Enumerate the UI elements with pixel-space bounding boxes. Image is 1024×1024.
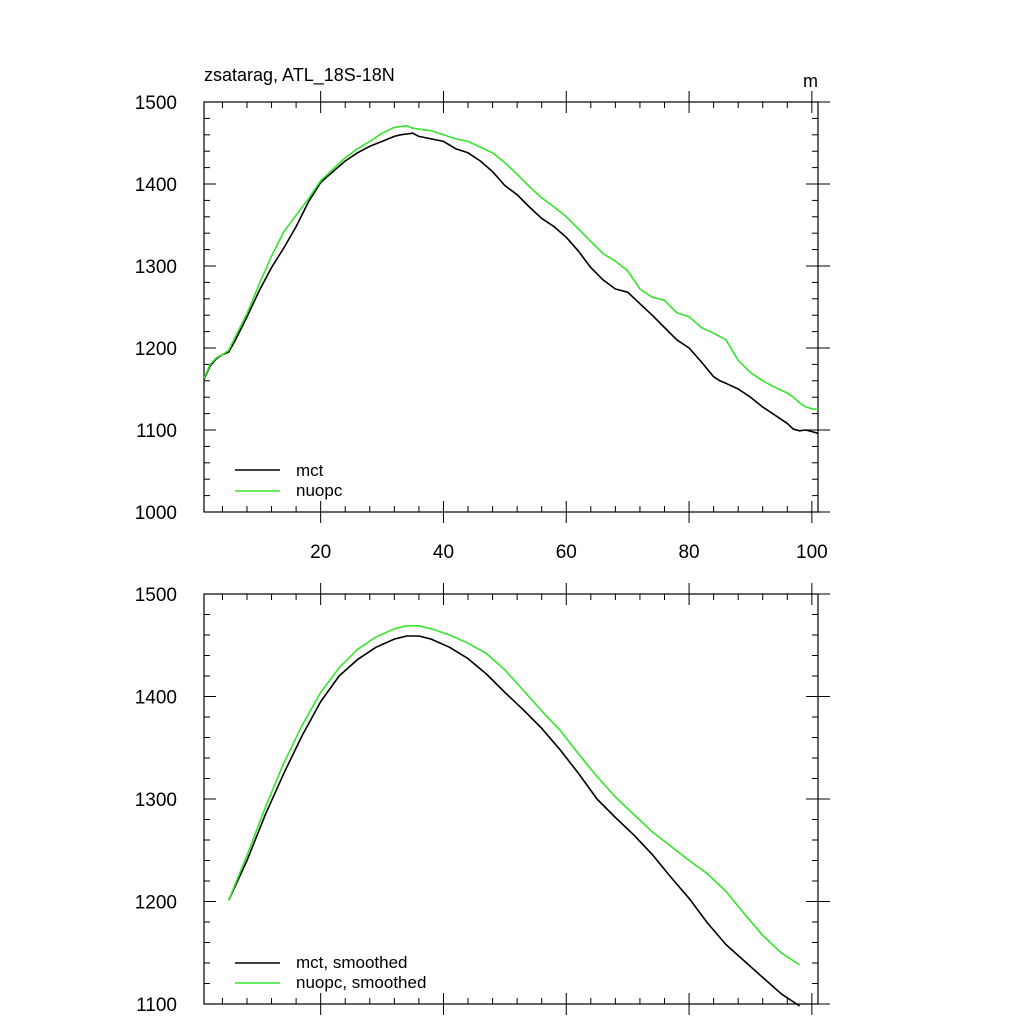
y-tick-label: 1300 [135, 790, 177, 811]
units-label: m [803, 71, 818, 91]
y-tick-label: 1000 [135, 503, 177, 524]
legend: mct nuopc [235, 461, 343, 500]
legend: mct, smoothed nuopc, smoothed [235, 953, 426, 992]
plot-frame [203, 101, 819, 513]
series-group [203, 125, 819, 435]
series-line-mct-smoothed [227, 635, 801, 1007]
y-tick-label: 1300 [135, 257, 177, 278]
bottom-chart: 1100 1200 1300 1400 1500 mct, smoothed nuopc… [135, 583, 830, 1016]
legend-label-mct: mct [296, 461, 324, 480]
y-tick-label: 1400 [135, 688, 177, 709]
axis-tick-labels: 20 40 60 80 100 1000 1100 1200 1300 1400 1500 [135, 93, 828, 563]
series-line-nuopc [203, 125, 819, 411]
y-tick-label: 1500 [135, 93, 177, 114]
x-tick-label: 100 [796, 542, 828, 563]
plot-frame [203, 593, 819, 1005]
y-tick-label: 1100 [136, 421, 177, 442]
series-line-nuopc-smoothed [227, 624, 801, 966]
top-chart: zsatarag, ATL_18S-18N m 20 40 60 80 100 1000 1… [135, 65, 830, 563]
axis-ticks [204, 583, 830, 1015]
y-tick-label: 1100 [136, 995, 177, 1016]
legend-label-nuopc: nuopc [296, 481, 343, 500]
series-group [227, 624, 801, 1007]
axis-ticks [204, 91, 830, 523]
x-tick-label: 60 [556, 542, 577, 563]
legend-label-nuopc-smoothed: nuopc, smoothed [296, 973, 426, 992]
y-tick-label: 1500 [135, 585, 177, 606]
x-tick-label: 80 [678, 542, 699, 563]
x-tick-label: 20 [310, 542, 331, 563]
y-tick-label: 1200 [135, 339, 177, 360]
y-tick-label: 1200 [135, 893, 177, 914]
x-tick-label: 40 [433, 542, 454, 563]
y-tick-label: 1400 [135, 175, 177, 196]
axis-tick-labels: 1100 1200 1300 1400 1500 [135, 585, 177, 1016]
series-line-mct [203, 132, 819, 435]
chart-title: zsatarag, ATL_18S-18N [204, 65, 395, 86]
legend-label-mct-smoothed: mct, smoothed [296, 953, 408, 972]
